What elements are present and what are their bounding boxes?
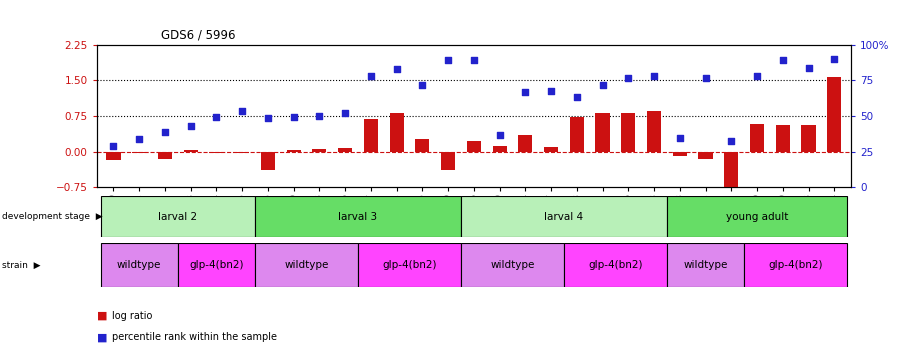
Bar [338,149,352,152]
Point [672,136,687,141]
Point [724,139,739,144]
Bar [775,125,790,152]
Bar [255,196,461,237]
Bar [183,150,198,152]
Point [543,88,558,94]
Bar [467,141,481,152]
Bar [622,113,635,152]
Point [518,89,532,95]
Text: glp-4(bn2): glp-4(bn2) [768,260,822,270]
Bar [544,147,558,152]
Point [492,132,507,138]
Point [106,143,121,149]
Point [647,73,661,79]
Bar [647,111,661,152]
Point [132,136,146,142]
Bar [390,113,403,152]
Point [364,73,379,79]
Point [157,129,172,135]
Bar [441,152,455,170]
Bar [106,152,121,160]
Bar [261,152,275,170]
Point [466,57,481,63]
Text: glp-4(bn2): glp-4(bn2) [189,260,244,270]
Text: wildtype: wildtype [683,260,728,270]
Text: young adult: young adult [726,212,788,222]
Bar [564,243,667,287]
Point [775,57,790,63]
Point [235,109,250,114]
Point [415,82,430,88]
Bar [132,152,146,153]
Bar [667,196,847,237]
Point [209,115,224,120]
Bar [698,152,713,159]
Point [183,123,198,129]
Bar [724,152,739,193]
Text: wildtype: wildtype [117,260,161,270]
Bar [100,196,255,237]
Text: strain  ▶: strain ▶ [2,261,41,270]
Point [827,56,842,62]
Point [621,75,635,81]
Point [338,110,353,116]
Bar [667,243,744,287]
Point [390,66,404,72]
Point [441,57,456,63]
Point [261,116,275,121]
Text: glp-4(bn2): glp-4(bn2) [589,260,643,270]
Bar [744,243,847,287]
Text: wildtype: wildtype [490,260,535,270]
Text: glp-4(bn2): glp-4(bn2) [382,260,437,270]
Bar [461,196,667,237]
Text: log ratio: log ratio [112,311,153,321]
Point [750,73,764,79]
Point [569,94,584,100]
Bar [493,146,507,152]
Bar [519,135,532,152]
Bar [157,152,172,159]
Bar [750,124,764,152]
Bar [286,150,301,152]
Text: ■: ■ [97,311,107,321]
Bar [312,149,326,152]
Bar [461,243,564,287]
Bar [100,243,178,287]
Point [698,75,713,81]
Point [595,82,610,88]
Point [312,113,327,119]
Bar [827,77,842,152]
Bar [255,243,358,287]
Bar [415,139,429,152]
Text: larval 4: larval 4 [544,212,584,222]
Bar [358,243,461,287]
Bar [570,117,584,152]
Text: GDS6 / 5996: GDS6 / 5996 [161,28,236,41]
Bar [596,113,610,152]
Text: larval 3: larval 3 [338,212,378,222]
Bar [178,243,255,287]
Point [801,66,816,71]
Text: development stage  ▶: development stage ▶ [2,212,102,221]
Bar [209,152,224,153]
Point [286,115,301,120]
Text: larval 2: larval 2 [158,212,197,222]
Text: ■: ■ [97,332,107,342]
Bar [364,119,378,152]
Text: wildtype: wildtype [285,260,329,270]
Text: percentile rank within the sample: percentile rank within the sample [112,332,277,342]
Bar [672,152,687,156]
Bar [235,152,250,153]
Bar [801,125,816,152]
